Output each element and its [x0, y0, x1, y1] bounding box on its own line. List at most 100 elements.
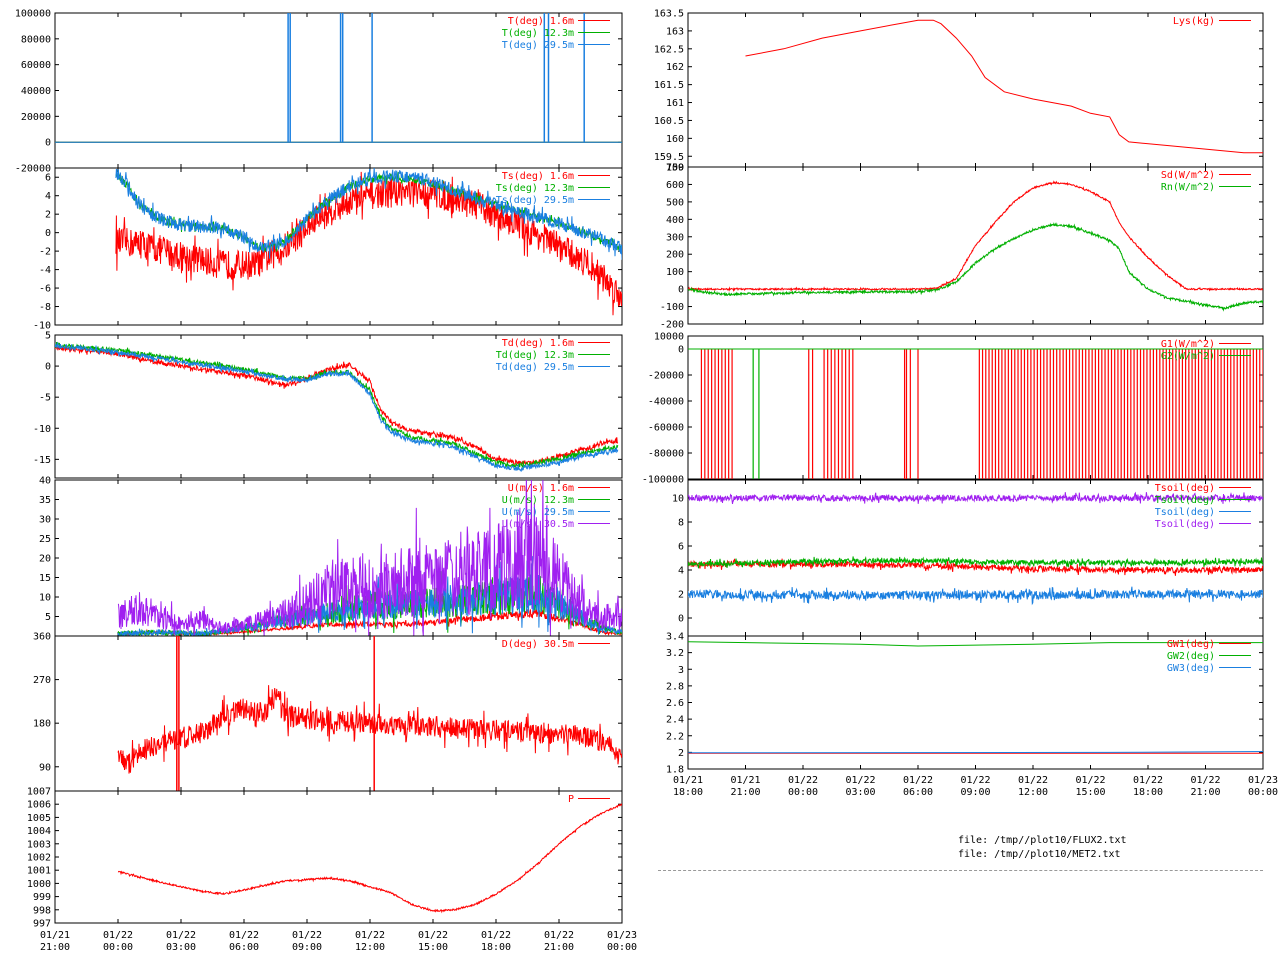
y-tick-label: 700	[666, 163, 684, 174]
y-tick-label: 0	[45, 228, 51, 239]
legend-label: U(m/s) 29.5m	[502, 507, 574, 518]
x-tick-time: 00:00	[788, 787, 818, 798]
x-tick-date: 01/22	[1018, 775, 1048, 786]
y-tick-label: 3.4	[666, 632, 684, 643]
file-label-flux: file: /tmp//plot10/FLUX2.txt	[958, 835, 1127, 846]
series-td-blue	[55, 342, 619, 472]
x-tick-time: 18:00	[673, 787, 703, 798]
y-tick-label: 90	[39, 762, 51, 773]
y-tick-label: -20000	[15, 164, 51, 175]
legend-label: Tsoil(deg)	[1155, 495, 1215, 506]
x-tick-date: 01/22	[544, 930, 574, 941]
y-tick-label: 162	[666, 62, 684, 73]
x-tick-date: 01/21	[730, 775, 760, 786]
y-tick-label: 40000	[21, 86, 51, 97]
y-tick-label: 1007	[27, 787, 51, 798]
x-axis-right: 01/2118:0001/2121:0001/2200:0001/2203:00…	[673, 775, 1278, 798]
y-tick-label: 10	[39, 593, 51, 604]
y-tick-label: 100	[666, 267, 684, 278]
y-tick-label: -80000	[648, 449, 684, 460]
series-line	[115, 168, 622, 260]
x-axis-left: 01/2121:0001/2200:0001/2203:0001/2206:00…	[40, 930, 637, 953]
y-tick-label: 1005	[27, 813, 51, 824]
x-tick-date: 01/23	[1248, 775, 1278, 786]
y-tick-label: -5	[39, 393, 51, 404]
x-tick-date: 01/22	[788, 775, 818, 786]
y-tick-label: -10	[33, 321, 51, 332]
x-tick-date: 01/22	[903, 775, 933, 786]
series-line	[117, 685, 622, 774]
x-tick-date: 01/23	[607, 930, 637, 941]
series-lys-red	[745, 19, 1263, 154]
y-tick-label: -15	[33, 455, 51, 466]
series-line	[745, 19, 1263, 154]
series-ts-blue	[115, 168, 622, 260]
x-tick-time: 21:00	[1190, 787, 1220, 798]
series-line	[55, 345, 619, 468]
y-tick-label: 161	[666, 98, 684, 109]
x-tick-time: 12:00	[355, 942, 385, 953]
y-tick-label: -4	[39, 265, 51, 276]
y-tick-label: 163	[666, 26, 684, 37]
y-tick-label: 5	[45, 331, 51, 342]
y-tick-label: 2.4	[666, 715, 684, 726]
y-tick-label: 1006	[27, 800, 51, 811]
series-line	[688, 586, 1263, 606]
y-tick-label: 600	[666, 180, 684, 191]
x-tick-time: 00:00	[103, 942, 133, 953]
series-line	[688, 751, 1263, 754]
y-tick-label: 1.8	[666, 765, 684, 776]
y-tick-label: 997	[33, 919, 51, 930]
legend-label: Td(deg) 12.3m	[496, 350, 574, 361]
y-tick-label: 8	[678, 518, 684, 529]
x-tick-date: 01/22	[292, 930, 322, 941]
y-tick-label: 10	[672, 494, 684, 505]
legend-label: T(deg) 12.3m	[502, 28, 574, 39]
y-tick-label: 25	[39, 534, 51, 545]
series-p-red	[117, 803, 622, 914]
x-tick-date: 01/22	[103, 930, 133, 941]
x-tick-time: 21:00	[730, 787, 760, 798]
y-tick-label: 159	[666, 163, 684, 174]
y-tick-label: 1000	[27, 879, 51, 890]
y-tick-label: 3.2	[666, 648, 684, 659]
y-tick-label: -200	[660, 320, 684, 331]
y-tick-label: 2	[678, 748, 684, 759]
legend-label: P	[568, 794, 574, 805]
legend-label: U(m/s) 12.3m	[502, 495, 574, 506]
y-tick-label: 0	[678, 285, 684, 296]
legend-label: T(deg) 29.5m	[502, 40, 574, 51]
y-tick-label: -6	[39, 284, 51, 295]
file-label-met: file: /tmp//plot10/MET2.txt	[958, 849, 1121, 860]
series-u-purple	[117, 480, 622, 636]
y-tick-label: 159.5	[654, 152, 684, 163]
y-tick-label: 0	[45, 138, 51, 149]
y-tick-label: 998	[33, 905, 51, 916]
x-tick-date: 01/22	[418, 930, 448, 941]
chart-sd: 700 600 500 400 300 200 100 0 -100 -200 Sd(W/m^2)R…	[660, 163, 1264, 331]
series-line	[117, 480, 622, 636]
series-gw-blue	[688, 751, 1263, 754]
x-tick-time: 15:00	[418, 942, 448, 953]
y-tick-label: 40	[39, 476, 51, 487]
file-list: file: /tmp//plot10/FLUX2.txt file: /tmp/…	[958, 834, 1127, 862]
x-tick-time: 06:00	[229, 942, 259, 953]
x-tick-time: 09:00	[960, 787, 990, 798]
y-tick-label: 6	[45, 173, 51, 184]
legend-label: G1(W/m^2)	[1161, 339, 1215, 350]
y-tick-label: 0	[678, 345, 684, 356]
x-tick-date: 01/22	[1075, 775, 1105, 786]
y-tick-label: 200	[666, 250, 684, 261]
chart-lys: 163.5 163 162.5 162 161.5 161 160.5 160 159.5159…	[654, 9, 1264, 174]
x-tick-date: 01/22	[1190, 775, 1220, 786]
y-tick-label: 60000	[21, 60, 51, 71]
x-tick-time: 21:00	[40, 942, 70, 953]
plot-frame	[54, 635, 623, 792]
legend-label: U(m/s) 1.6m	[508, 483, 574, 494]
x-tick-time: 03:00	[845, 787, 875, 798]
legend-label: Td(deg) 29.5m	[496, 362, 574, 373]
series-g-green	[688, 348, 1263, 479]
